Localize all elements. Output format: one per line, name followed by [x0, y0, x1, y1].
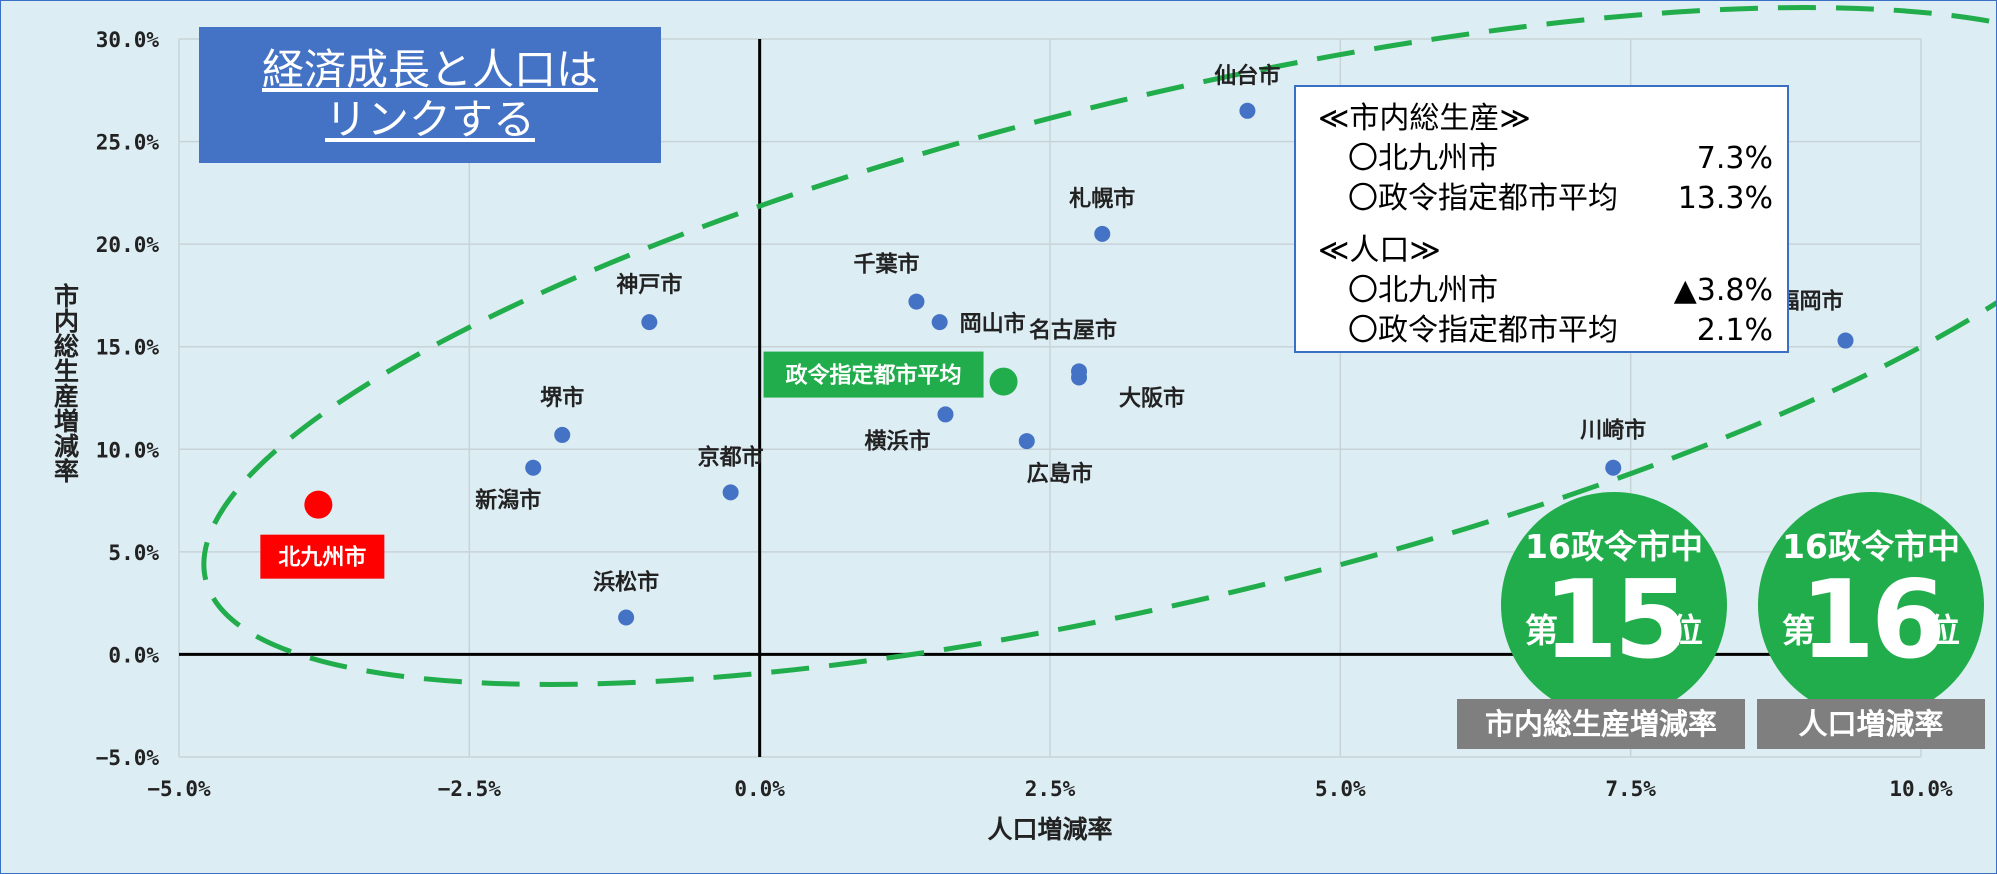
- data-point: [641, 314, 658, 331]
- data-point: [722, 484, 739, 501]
- x-tick-label: −5.0%: [147, 777, 211, 801]
- average-label-box: [763, 351, 984, 398]
- pop-kitakyushu-label: 〇北九州市: [1348, 273, 1498, 308]
- grouping-ellipse: [201, 5, 1996, 687]
- gdp-kitakyushu-label: 〇北九州市: [1348, 141, 1498, 176]
- gdp-average-row: 〇政令指定都市平均 13.3%: [1318, 179, 1773, 219]
- kitakyushu-label-box: [260, 534, 385, 579]
- population-rank-suffix: 位: [1927, 611, 1960, 650]
- data-point: [1239, 102, 1256, 119]
- gdp-section-heading: ≪市内総生産≫: [1318, 101, 1531, 136]
- data-point-label: 浜松市: [593, 570, 659, 596]
- average-label: 政令指定都市平均: [786, 363, 962, 389]
- gdp-kitakyushu-row: 〇北九州市 7.3%: [1318, 139, 1773, 179]
- population-rank-heading: 16政令市中: [1782, 527, 1960, 566]
- y-axis-title: 市内総生産増減率: [51, 282, 80, 483]
- data-point: [931, 314, 948, 331]
- x-tick-label: 0.0%: [734, 777, 785, 801]
- data-point-label: 札幌市: [1068, 186, 1135, 212]
- y-tick-label: 0.0%: [108, 643, 159, 667]
- chart-title-box: 経済成長と人口は リンクする: [199, 27, 661, 163]
- data-point: [908, 293, 925, 310]
- pop-average-value: 2.1%: [1696, 313, 1773, 348]
- pop-kitakyushu-row: 〇北九州市 ▲3.8%: [1318, 271, 1773, 311]
- gdp-rank-number: 15: [1542, 558, 1689, 683]
- data-point: [1837, 332, 1854, 349]
- gdp-kitakyushu-value: 7.3%: [1696, 141, 1773, 176]
- y-tick-label: −5.0%: [96, 746, 160, 770]
- section-spacer: [1318, 219, 1773, 231]
- summary-box: ≪市内総生産≫ 〇北九州市 7.3% 〇政令指定都市平均 13.3% ≪人口≫ …: [1294, 85, 1789, 353]
- data-point: [525, 459, 542, 476]
- data-point-label: 新潟市: [475, 488, 541, 514]
- gdp-rank-caption: 市内総生産増減率: [1457, 699, 1745, 749]
- data-point-label: 神戸市: [616, 272, 682, 298]
- gdp-rank-heading: 16政令市中: [1525, 527, 1703, 566]
- population-rank-number: 16: [1799, 558, 1946, 683]
- data-point: [618, 609, 635, 626]
- average-point: [989, 367, 1018, 396]
- gdp-rank-badge: 16政令市中 第 15 位: [1501, 492, 1727, 718]
- y-tick-label: 25.0%: [96, 131, 160, 155]
- x-tick-label: 10.0%: [1889, 777, 1953, 801]
- y-tick-label: 15.0%: [96, 336, 160, 360]
- title-line-1: 経済成長と人口は: [261, 45, 598, 94]
- pop-kitakyushu-value: ▲3.8%: [1673, 273, 1773, 308]
- data-point: [937, 406, 954, 423]
- data-point: [1071, 369, 1088, 386]
- x-axis-title: 人口増減率: [987, 815, 1112, 844]
- pop-average-row: 〇政令指定都市平均 2.1%: [1318, 311, 1773, 351]
- data-point-label: 横浜市: [864, 428, 930, 454]
- x-tick-label: −2.5%: [438, 777, 502, 801]
- y-tick-label: 20.0%: [96, 233, 160, 257]
- pop-average-label: 〇政令指定都市平均: [1348, 313, 1618, 348]
- data-point-label: 名古屋市: [1029, 317, 1117, 343]
- data-point: [1018, 433, 1035, 450]
- population-rank-prefix: 第: [1782, 611, 1815, 650]
- y-tick-label: 30.0%: [96, 28, 160, 52]
- y-tick-label: 10.0%: [96, 438, 160, 462]
- x-tick-label: 5.0%: [1315, 777, 1366, 801]
- population-rank-caption: 人口増減率: [1757, 699, 1985, 749]
- title-line-2: リンクする: [324, 95, 535, 144]
- x-tick-label: 7.5%: [1605, 777, 1656, 801]
- data-point: [554, 426, 571, 443]
- gdp-rank-prefix: 第: [1525, 611, 1558, 650]
- data-point: [1094, 225, 1111, 242]
- population-rank-badge: 16政令市中 第 16 位: [1758, 492, 1984, 718]
- gdp-average-label: 〇政令指定都市平均: [1348, 181, 1618, 216]
- data-point-label: 仙台市: [1214, 63, 1280, 89]
- gdp-rank-suffix: 位: [1670, 611, 1703, 650]
- data-point-label: 大阪市: [1119, 385, 1185, 411]
- kitakyushu-point: [304, 490, 333, 519]
- data-point-label: 千葉市: [853, 252, 919, 278]
- y-tick-label: 5.0%: [108, 541, 159, 565]
- population-section-heading: ≪人口≫: [1318, 233, 1441, 268]
- x-tick-label: 2.5%: [1025, 777, 1076, 801]
- data-point-label: 広島市: [1027, 461, 1093, 487]
- data-point-label: 京都市: [698, 444, 764, 470]
- data-point: [1605, 459, 1622, 476]
- data-point-label: 堺市: [540, 385, 584, 411]
- gdp-average-value: 13.3%: [1677, 181, 1773, 216]
- kitakyushu-label: 北九州市: [278, 545, 366, 571]
- data-point-label: 岡山市: [960, 311, 1026, 337]
- data-point-label: 川崎市: [1579, 418, 1646, 444]
